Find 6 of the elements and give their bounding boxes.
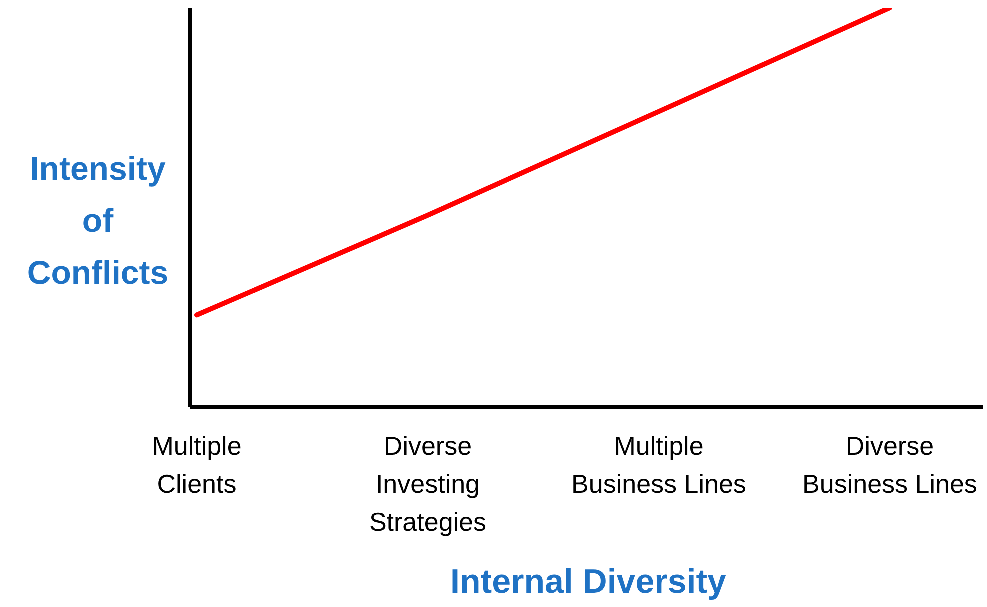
y-axis-title: Intensity of Conflicts	[26, 149, 170, 293]
x-axis-title: Internal Diversity	[450, 563, 728, 602]
x-tick-label: Diverse Business Lines	[802, 431, 978, 499]
x-tick-label: Multiple Business Lines	[572, 431, 746, 499]
x-tick-label: Diverse Investing Strategies	[369, 431, 487, 537]
x-tick-label: Multiple Clients	[152, 431, 242, 499]
